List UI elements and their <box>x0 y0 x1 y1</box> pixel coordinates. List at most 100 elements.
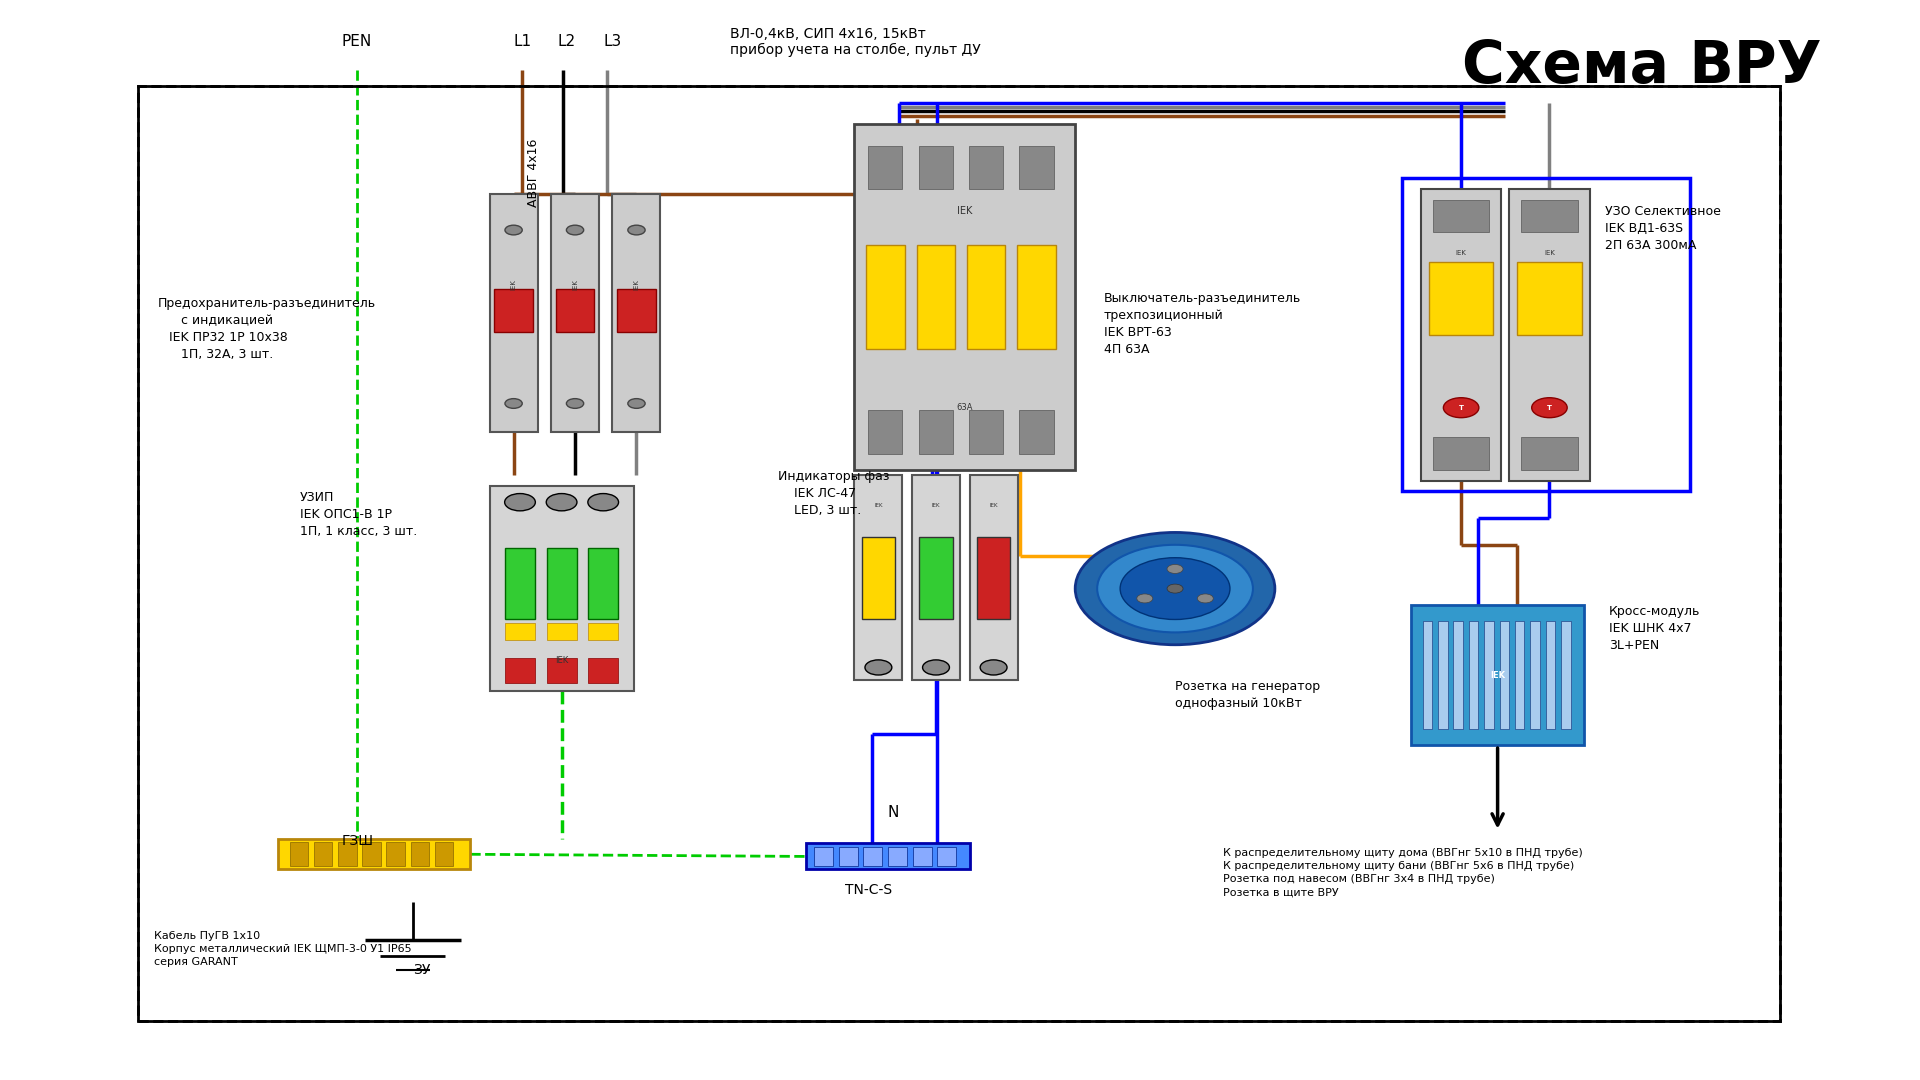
Circle shape <box>1096 544 1254 633</box>
Bar <box>970 146 1004 189</box>
Circle shape <box>566 399 584 408</box>
Bar <box>315 842 332 866</box>
Bar <box>1561 621 1571 729</box>
Bar <box>1020 146 1054 189</box>
Bar <box>806 843 970 869</box>
Text: УЗИП
IEK ОПС1-В 1Р
1П, 1 класс, 3 шт.: УЗИП IEK ОПС1-В 1Р 1П, 1 класс, 3 шт. <box>300 491 417 539</box>
Bar <box>1402 178 1690 491</box>
Bar <box>937 847 956 866</box>
Text: IEK: IEK <box>555 656 568 665</box>
Text: ГЗШ: ГЗШ <box>342 834 374 848</box>
Text: IEK: IEK <box>1544 251 1555 256</box>
Bar <box>887 847 906 866</box>
Bar <box>386 842 405 866</box>
Circle shape <box>1167 565 1183 573</box>
Bar <box>868 146 902 189</box>
Bar <box>1517 261 1582 335</box>
Bar <box>588 623 618 639</box>
Text: АВВГ 4х16: АВВГ 4х16 <box>528 138 540 207</box>
Circle shape <box>1119 557 1231 620</box>
Circle shape <box>505 226 522 235</box>
Bar <box>839 847 858 866</box>
Circle shape <box>545 494 576 511</box>
Bar <box>868 410 902 454</box>
Circle shape <box>566 226 584 235</box>
Text: N: N <box>887 805 899 820</box>
Text: ЗУ: ЗУ <box>413 963 430 977</box>
Text: IEK: IEK <box>511 280 516 291</box>
Text: IEK: IEK <box>634 280 639 291</box>
Circle shape <box>505 399 522 408</box>
Bar <box>1509 189 1590 481</box>
Text: Индикаторы фаз
    IEK ЛС-47
    LED, 3 шт.: Индикаторы фаз IEK ЛС-47 LED, 3 шт. <box>778 470 889 517</box>
Bar <box>977 537 1010 619</box>
Text: L1: L1 <box>513 33 532 49</box>
Text: Предохранитель-разъединитель
      с индикацией
   IEK ПР32 1Р 10х38
      1П, 3: Предохранитель-разъединитель с индикацие… <box>157 297 376 361</box>
Text: PEN: PEN <box>342 33 372 49</box>
Text: К распределительному щиту дома (ВВГнг 5х10 в ПНД трубе)
К распределительному щит: К распределительному щиту дома (ВВГнг 5х… <box>1223 848 1582 897</box>
Bar <box>505 548 536 619</box>
Text: IEK: IEK <box>956 205 973 216</box>
Text: 63А: 63А <box>956 403 973 413</box>
Bar <box>916 245 954 349</box>
Bar <box>970 410 1004 454</box>
Bar <box>920 537 952 619</box>
Bar <box>290 842 309 866</box>
Text: IEK: IEK <box>874 503 883 509</box>
Text: T: T <box>1459 405 1463 410</box>
Circle shape <box>1137 594 1152 603</box>
Bar <box>918 410 952 454</box>
Bar <box>411 842 428 866</box>
Bar <box>505 623 536 639</box>
Bar <box>1453 621 1463 729</box>
Bar <box>1428 261 1494 335</box>
Bar <box>490 486 634 691</box>
Bar <box>862 537 895 619</box>
Bar <box>547 623 576 639</box>
Bar <box>854 475 902 680</box>
Circle shape <box>922 660 948 675</box>
Bar <box>588 548 618 619</box>
Bar <box>1500 621 1509 729</box>
Circle shape <box>588 494 618 511</box>
Bar <box>618 289 657 333</box>
Bar <box>434 842 453 866</box>
Bar <box>1421 189 1501 481</box>
Text: IEK: IEK <box>1490 671 1505 679</box>
Circle shape <box>1167 584 1183 593</box>
Text: Схема ВРУ: Схема ВРУ <box>1461 38 1822 95</box>
Text: Выключатель-разъединитель
трехпозиционный
IEK ВРТ-63
4П 63А: Выключатель-разъединитель трехпозиционны… <box>1104 292 1302 355</box>
Bar <box>1484 621 1494 729</box>
Bar <box>970 475 1018 680</box>
Bar <box>1432 200 1490 232</box>
Bar <box>612 194 660 432</box>
Bar <box>912 475 960 680</box>
Circle shape <box>628 226 645 235</box>
Bar <box>1423 621 1432 729</box>
Bar <box>918 146 952 189</box>
Circle shape <box>1075 532 1275 645</box>
Bar <box>138 86 1780 1021</box>
Text: L2: L2 <box>557 33 576 49</box>
Text: T: T <box>1548 405 1551 410</box>
Bar <box>547 658 576 683</box>
Circle shape <box>979 660 1006 675</box>
Text: Кросс-модуль
IEK ШНК 4х7
3L+PEN: Кросс-модуль IEK ШНК 4х7 3L+PEN <box>1609 605 1701 652</box>
Text: IEK: IEK <box>572 280 578 291</box>
Bar <box>363 842 380 866</box>
Circle shape <box>505 494 536 511</box>
Bar <box>557 289 595 333</box>
Circle shape <box>1444 397 1478 418</box>
Bar <box>138 86 1780 1021</box>
Bar <box>1411 605 1584 745</box>
Circle shape <box>1532 397 1567 418</box>
Bar <box>495 289 534 333</box>
Bar <box>1521 437 1578 470</box>
Bar <box>1018 245 1056 349</box>
Text: УЗО Селективное
IEK ВД1-63S
2П 63А 300мА: УЗО Селективное IEK ВД1-63S 2П 63А 300мА <box>1605 205 1720 253</box>
Circle shape <box>1198 594 1213 603</box>
Bar <box>854 124 1075 470</box>
Bar <box>1546 621 1555 729</box>
Circle shape <box>628 399 645 408</box>
Bar <box>1020 410 1054 454</box>
